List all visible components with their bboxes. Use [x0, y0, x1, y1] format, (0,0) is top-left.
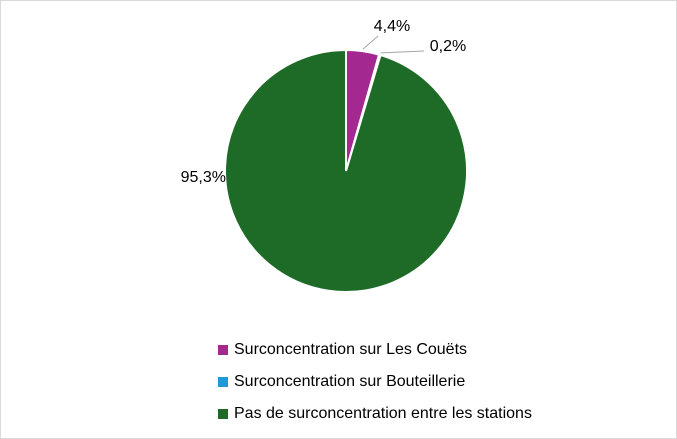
pie-slice [224, 48, 468, 293]
leader-line [380, 50, 425, 54]
legend-label: Surconcentration sur Les Couëts [234, 341, 467, 358]
legend-swatch [218, 409, 228, 419]
data-label: 0,2% [430, 38, 466, 55]
leader-line [362, 35, 379, 50]
data-label: 95,3% [181, 169, 226, 186]
legend-label: Pas de surconcentration entre les statio… [234, 405, 532, 422]
legend-swatch [218, 377, 228, 387]
legend-label: Surconcentration sur Bouteillerie [234, 373, 465, 390]
data-label: 4,4% [374, 18, 410, 35]
legend-swatch [218, 345, 228, 355]
